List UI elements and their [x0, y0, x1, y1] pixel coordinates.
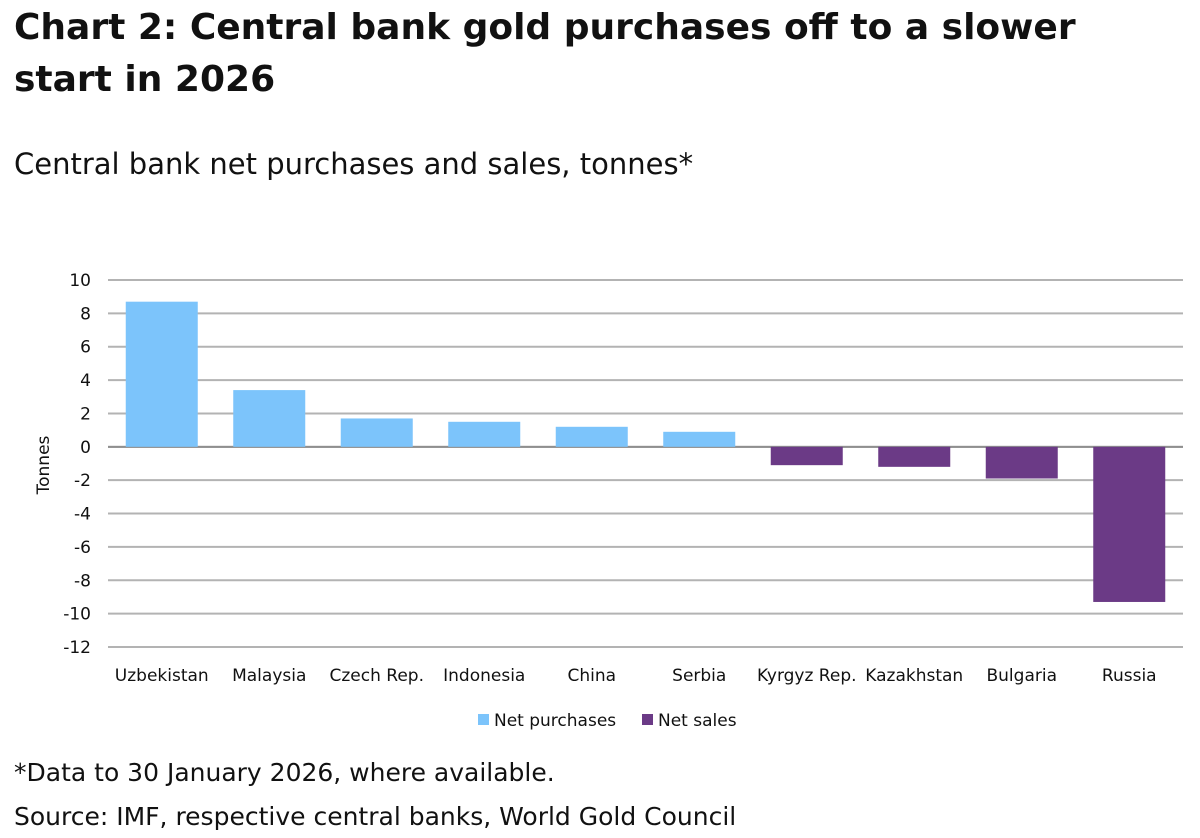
x-tick-label: Malaysia [232, 666, 306, 686]
y-tick-label: 0 [80, 438, 91, 458]
x-tick-label: Uzbekistan [115, 666, 209, 686]
x-tick-label: Serbia [672, 666, 726, 686]
bar-kazakhstan [878, 446, 951, 467]
y-tick-label: -6 [74, 538, 91, 558]
y-tick-label: 2 [80, 404, 91, 424]
bar-chart: 10 8 6 4 2 0 -2 -4 -6 -8 -10 -12 Uzbekistan Malaysia… [34, 271, 1183, 731]
bar-china [555, 426, 628, 447]
bar-russia [1093, 446, 1166, 602]
x-tick-label: Czech Rep. [330, 666, 424, 686]
footnote: *Data to 30 January 2026, where availabl… [14, 758, 555, 787]
legend-swatch [478, 714, 489, 725]
source-note: Source: IMF, respective central banks, W… [14, 802, 737, 831]
x-tick-label: Russia [1102, 666, 1157, 686]
chart-title: Chart 2: Central bank gold purchases off… [14, 7, 1076, 100]
y-tick-label: 6 [80, 338, 91, 358]
x-tick-label: Kyrgyz Rep. [757, 666, 857, 686]
y-tick-label: -2 [74, 471, 91, 491]
bar-uzbekistan [125, 301, 198, 447]
y-tick-label: 10 [69, 271, 91, 291]
chart-subtitle: Central bank net purchases and sales, to… [14, 147, 694, 181]
x-tick-label: Kazakhstan [865, 666, 963, 686]
legend-label: Net sales [658, 711, 737, 731]
x-tick-label: China [567, 666, 616, 686]
y-axis-ticks: 10 8 6 4 2 0 -2 -4 -6 -8 -10 -12 [63, 271, 91, 658]
y-tick-label: 8 [80, 304, 91, 324]
y-tick-label: 4 [80, 371, 91, 391]
legend-label: Net purchases [494, 711, 616, 731]
bar-malaysia [233, 390, 306, 447]
legend: Net purchases Net sales [478, 711, 737, 731]
y-axis-label: Tonnes [34, 435, 54, 495]
x-axis-ticks: Uzbekistan Malaysia Czech Rep. Indonesia Chi… [115, 666, 1157, 686]
bar-indonesia [448, 421, 521, 447]
y-tick-label: -8 [74, 571, 91, 591]
bar-kyrgyz-rep [770, 446, 843, 466]
legend-swatch [642, 714, 653, 725]
y-tick-label: -12 [63, 638, 91, 658]
y-tick-label: -4 [74, 505, 91, 525]
x-tick-label: Bulgaria [987, 666, 1058, 686]
bar-czech-rep [340, 418, 413, 447]
bars [125, 301, 1166, 602]
y-tick-label: -10 [63, 605, 91, 625]
bar-bulgaria [985, 446, 1058, 479]
bar-serbia [663, 431, 736, 447]
x-tick-label: Indonesia [443, 666, 525, 686]
